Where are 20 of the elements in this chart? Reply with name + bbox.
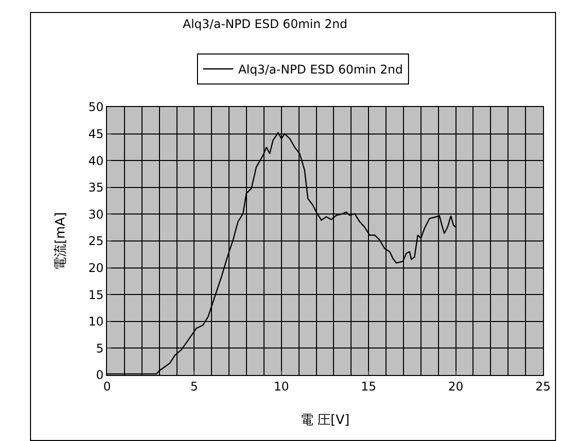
legend-label: Alq3/a-NPD ESD 60min 2nd <box>238 62 403 77</box>
y-tick-label: 5 <box>96 341 104 356</box>
y-tick-label: 40 <box>88 154 104 168</box>
x-axis-title: 電 圧[V] <box>300 413 350 428</box>
y-tick-label: 30 <box>88 207 104 222</box>
y-tick-label: 0 <box>96 368 104 382</box>
x-tick-label: 20 <box>448 379 464 394</box>
x-tick-label: 25 <box>535 379 551 394</box>
x-tick-label: 15 <box>360 379 376 394</box>
y-tick-label: 10 <box>88 314 104 329</box>
y-tick-label: 35 <box>88 180 104 195</box>
y-axis-title: 電流[mA] <box>52 212 68 270</box>
y-tick-label: 20 <box>88 261 104 275</box>
chart-title: Alq3/a-NPD ESD 60min 2nd <box>182 17 348 32</box>
x-tick-label: 10 <box>274 379 290 394</box>
y-tick-label: 15 <box>88 288 104 302</box>
y-tick-label: 50 <box>88 100 104 114</box>
y-tick-label: 25 <box>88 234 104 248</box>
y-tick-label: 45 <box>88 127 104 141</box>
x-tick-label: 5 <box>190 379 198 394</box>
